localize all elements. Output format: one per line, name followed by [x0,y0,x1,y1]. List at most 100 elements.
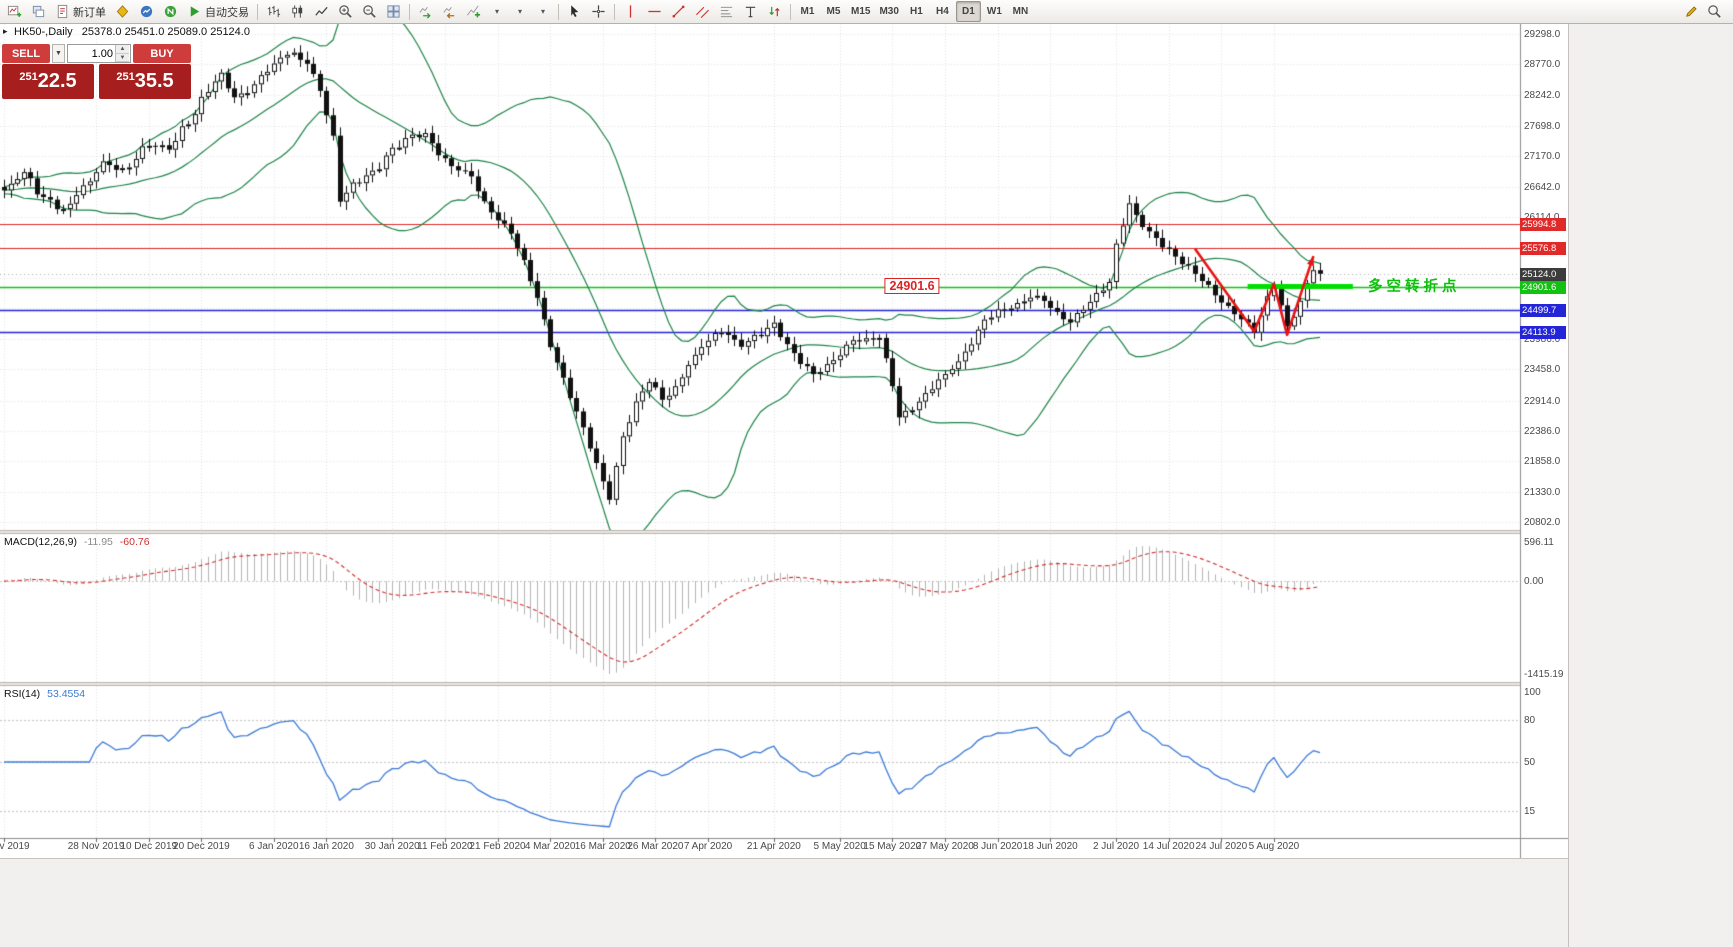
macd-axis-label: -1415.19 [1524,669,1564,680]
date-axis-label: 16 Mar 2020 [574,841,631,852]
macd-label-text: MACD(12,26,9) [4,536,77,548]
date-axis-label: 7 Apr 2020 [683,841,733,852]
toolbar-separator [409,3,410,20]
price-axis-label: 27170.0 [1524,151,1561,163]
chart-shift-button[interactable] [438,1,461,22]
navigator-icon [163,4,178,19]
fibonacci-button[interactable] [715,1,738,22]
horizontal-line-icon [647,4,662,19]
new-chart-icon [7,4,22,19]
price-axis-label: 22914.0 [1524,395,1561,407]
order-type-dropdown[interactable]: ▼ [52,44,65,63]
chevron-down-icon: ▾ [494,6,499,16]
vertical-line-icon [623,4,638,19]
date-axis-label: 14 Jul 2020 [1142,841,1195,852]
macd-signal-value: -60.76 [119,536,150,548]
line-chart-button[interactable] [310,1,333,22]
crosshair-button[interactable] [587,1,610,22]
horizontal-line-button[interactable] [643,1,666,22]
chart-profiles-button[interactable] [27,1,50,22]
new-order-button[interactable]: 新订单 [51,1,110,22]
timeframe-h4-button[interactable]: H4 [936,6,949,17]
timeframe-m5-button[interactable]: M5 [826,6,841,17]
toolbar-separator [558,3,559,20]
candlestick-chart-icon [290,4,305,19]
sell-price[interactable]: 251 22.5 [2,64,94,99]
timeframe-d1-button[interactable]: D1 [955,1,981,22]
channel-button[interactable] [691,1,714,22]
sell-button[interactable]: SELL [2,44,50,63]
chevron-down-icon: ▾ [540,6,545,16]
indicators-list-dropdown[interactable]: ▾ [486,1,508,22]
date-axis-label: 16 Jan 2020 [298,841,354,852]
price-axis-label: 28770.0 [1524,59,1561,71]
price-level-annotation[interactable]: 24901.6 [884,277,940,294]
zoom-in-button[interactable] [334,1,357,22]
auto-trading-label: 自动交易 [205,6,249,19]
volume-down-button[interactable]: ▼ [116,53,129,62]
turning-point-annotation[interactable]: 多空转折点 [1368,279,1461,296]
symbol-period-label: HK50-,Daily [14,26,73,38]
date-axis-label: 15 May 2020 [863,841,922,852]
chart-profiles-icon [31,4,46,19]
trendline-icon [671,4,686,19]
search-button[interactable] [1703,1,1726,22]
timeframe-m15-button[interactable]: M15 [851,6,871,17]
toolbar-right-group [1680,1,1726,22]
buy-price[interactable]: 251 35.5 [99,64,191,99]
price-axis-label: 21858.0 [1524,456,1561,468]
zoom-out-button[interactable] [358,1,381,22]
timeframe-mn-button[interactable]: MN [1012,6,1029,17]
new-order-icon [55,4,70,19]
date-axis-label: 26 Mar 2020 [627,841,684,852]
one-click-collapse-icon[interactable]: ▸ [3,26,8,36]
candlestick-chart-button[interactable] [286,1,309,22]
periods-dropdown[interactable]: ▾ [509,1,531,22]
text-button[interactable] [739,1,762,22]
navigator-button[interactable] [159,1,182,22]
templates-dropdown[interactable]: ▾ [532,1,554,22]
trendline-button[interactable] [667,1,690,22]
market-watch-icon [139,4,154,19]
edit-button[interactable] [1680,1,1703,22]
arrows-button[interactable] [763,1,786,22]
crosshair-icon [591,4,606,19]
date-axis-label: 21 Apr 2020 [746,841,801,852]
rsi-indicator-label[interactable]: RSI(14) 53.4554 [4,688,85,700]
buy-button[interactable]: BUY [133,44,191,63]
arrows-icon [767,4,782,19]
new-chart-button[interactable] [3,1,26,22]
auto-scroll-button[interactable] [414,1,437,22]
volume-up-button[interactable]: ▲ [116,45,129,54]
price-axis-label: 20802.0 [1524,517,1561,528]
vertical-line-button[interactable] [619,1,642,22]
auto-trading-button[interactable]: 自动交易 [183,1,253,22]
date-axis-label: 10 Dec 2019 [120,841,178,852]
market-watch-button[interactable] [135,1,158,22]
price-axis-label: 21330.0 [1524,486,1561,498]
search-icon [1707,4,1722,19]
price-axis-label: 29298.0 [1524,29,1561,40]
timeframe-m1-button[interactable]: M1 [800,6,815,17]
timeframe-w1-button[interactable]: W1 [986,6,1002,17]
rsi-axis-label: 50 [1524,757,1536,768]
bar-chart-button[interactable] [262,1,285,22]
cursor-button[interactable] [563,1,586,22]
timeframe-h1-button[interactable]: H1 [910,6,923,17]
timeframe-m30-button[interactable]: M30 [879,6,899,17]
auto-trading-icon [187,4,202,19]
price-axis-label: 23458.0 [1524,364,1561,376]
date-axis-label: 18 Jun 2020 [1022,841,1078,852]
indicators-button[interactable] [462,1,485,22]
chevron-down-icon: ▾ [517,6,522,16]
auto-scroll-icon [418,4,433,19]
tile-windows-button[interactable] [382,1,405,22]
favorites-button[interactable] [111,1,134,22]
date-axis-label: 8 Nov 2019 [0,841,30,852]
chevron-down-icon: ▼ [55,50,62,57]
macd-indicator-label[interactable]: MACD(12,26,9) -11.95 -60.76 [4,536,150,548]
price-chart-canvas[interactable] [0,24,1568,858]
volume-input[interactable] [68,45,115,62]
date-axis-label: 21 Feb 2020 [469,841,526,852]
